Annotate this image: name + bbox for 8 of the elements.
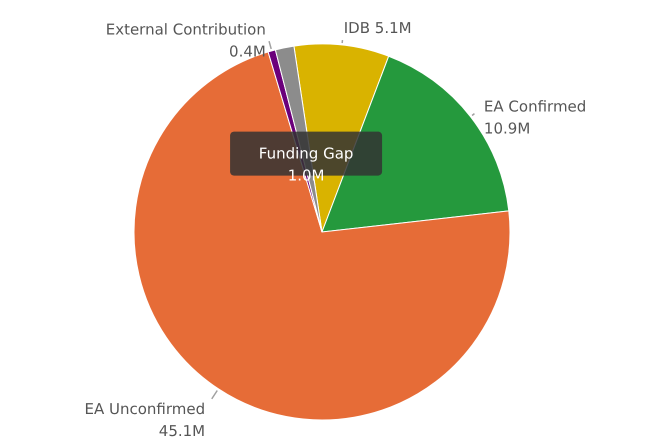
data-label: 0.4M [229, 42, 266, 61]
slice-label: EA Unconfirmed [84, 400, 206, 418]
data-label: 10.9M [484, 119, 530, 138]
slice-label: External Contribution [106, 20, 266, 39]
data-label: 45.1M [158, 422, 206, 439]
slice-label: EA Confirmed [484, 97, 586, 116]
slice-label: Funding Gap [258, 144, 354, 163]
slice-label: IDB 5.1M [344, 19, 412, 38]
